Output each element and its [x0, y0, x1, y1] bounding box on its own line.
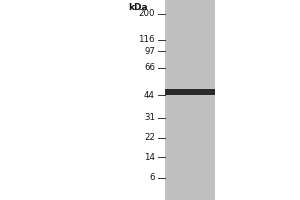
Text: 22: 22 — [144, 134, 155, 142]
Text: kDa: kDa — [128, 2, 148, 11]
Bar — [165, 89, 215, 95]
Text: 44: 44 — [144, 90, 155, 99]
Text: 200: 200 — [139, 9, 155, 19]
Bar — [165, 0, 215, 200]
Text: 6: 6 — [149, 173, 155, 182]
Text: 14: 14 — [144, 152, 155, 162]
Text: 97: 97 — [144, 46, 155, 55]
Text: 66: 66 — [144, 64, 155, 72]
Text: 116: 116 — [139, 36, 155, 45]
Text: 31: 31 — [144, 114, 155, 122]
